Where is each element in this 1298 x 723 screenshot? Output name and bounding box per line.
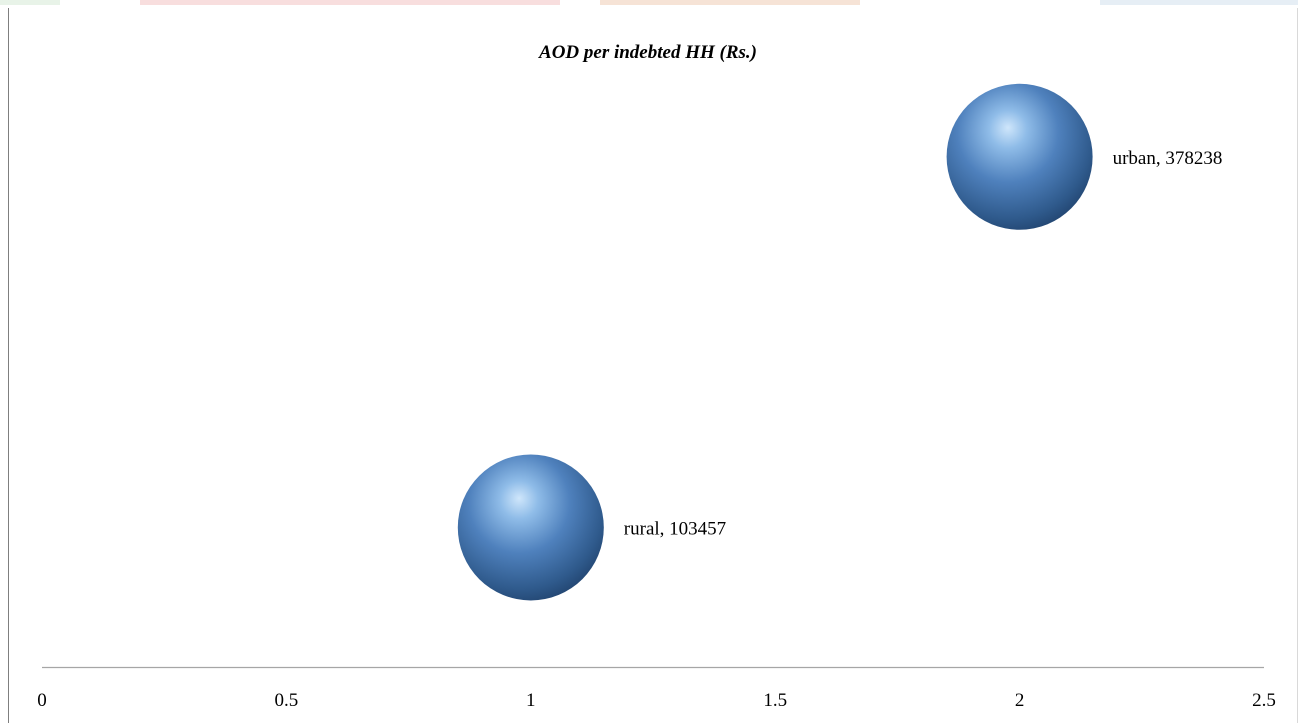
- data-label-urban: urban, 378238: [1113, 148, 1223, 169]
- bubble-rural: [457, 454, 604, 601]
- x-tick-label: 1: [526, 690, 536, 711]
- bubble-urban: [946, 83, 1093, 230]
- x-axis-ticks: 0 0.5 1 1.5 2 2.5: [37, 690, 1276, 711]
- data-label-rural: rural, 103457: [624, 518, 726, 539]
- x-tick-label: 0.5: [275, 690, 299, 711]
- chart-title: AOD per indebted HH (Rs.): [538, 42, 757, 63]
- x-tick-label: 1.5: [763, 690, 787, 711]
- x-tick-label: 2: [1015, 690, 1025, 711]
- x-tick-label: 2.5: [1252, 690, 1276, 711]
- x-tick-label: 0: [37, 690, 47, 711]
- bubble-series: rural, 103457 urban, 378238: [457, 83, 1223, 601]
- decorative-top-strip: [0, 0, 1298, 5]
